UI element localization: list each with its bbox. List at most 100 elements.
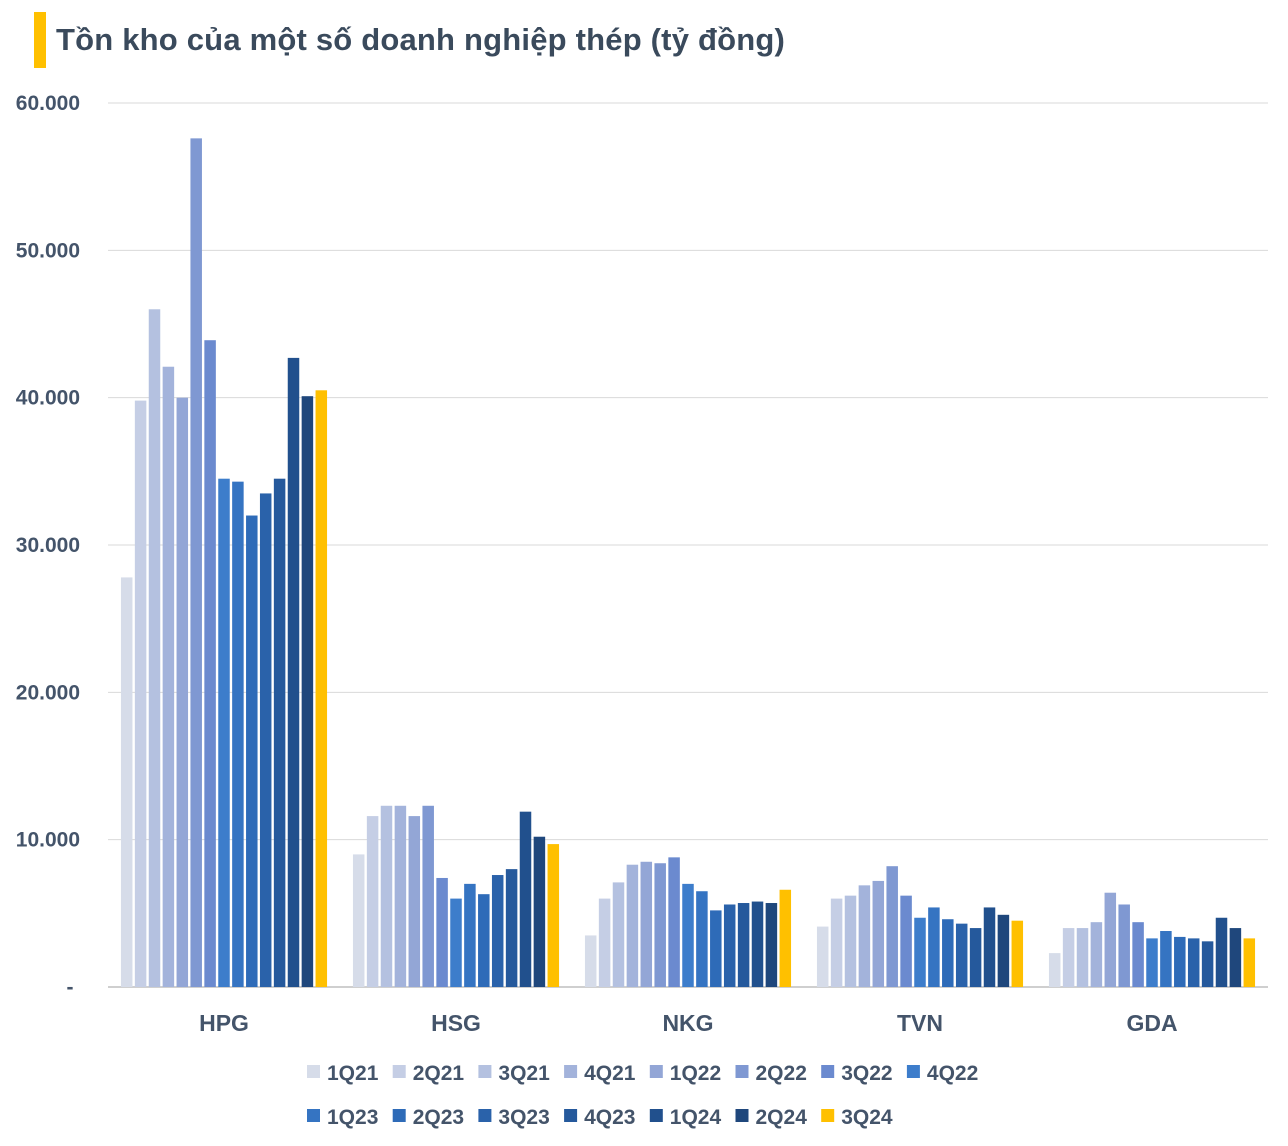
- bar-hsg-4q21: [394, 805, 407, 987]
- legend-item-1q23: 1Q23: [307, 1106, 378, 1129]
- legend-item-1q24: 1Q24: [649, 1106, 722, 1129]
- bar-hsg-1q22: [408, 816, 421, 987]
- legend-item-2q23: 2Q23: [392, 1106, 464, 1129]
- legend-swatch: [821, 1065, 835, 1078]
- bar-tvn-2q22: [886, 866, 898, 987]
- bar-tvn-4q21: [858, 885, 871, 987]
- legend-item-2q22: 2Q22: [735, 1062, 807, 1085]
- bar-nkg-3q21: [612, 882, 625, 987]
- legend-item-1q21: 1Q21: [307, 1062, 379, 1085]
- bar-gda-4q21: [1090, 922, 1103, 987]
- bar-hpg-2q23: [246, 515, 258, 987]
- bar-tvn-3q24: [1011, 920, 1024, 987]
- bar-gda-2q21: [1062, 928, 1075, 987]
- y-tick-label: 60.000: [16, 92, 80, 115]
- bar-hsg-4q23: [505, 869, 518, 987]
- legend-swatch: [392, 1065, 406, 1078]
- legend-item-4q23: 4Q23: [564, 1106, 635, 1129]
- bar-gda-1q23: [1160, 931, 1172, 987]
- bar-gda-1q24: [1215, 917, 1228, 987]
- bar-hpg-3q21: [148, 309, 161, 987]
- bar-hpg-4q23: [273, 478, 286, 987]
- legend-item-2q21: 2Q21: [392, 1062, 465, 1085]
- bar-nkg-3q22: [668, 857, 680, 987]
- bar-hpg-2q22: [190, 138, 202, 988]
- bar-gda-2q23: [1174, 936, 1186, 987]
- legend-swatch: [735, 1065, 749, 1078]
- bar-hpg-2q24: [301, 396, 314, 987]
- bar-gda-2q24: [1229, 928, 1242, 987]
- legend-label: 3Q21: [498, 1062, 550, 1085]
- y-axis: - 10.000 20.000 30.000 40.000 50.000 60.000: [16, 92, 80, 999]
- bar-hsg-3q24: [547, 844, 560, 987]
- legend-swatch: [307, 1109, 320, 1122]
- bar-tvn-2q23: [942, 919, 954, 987]
- legend-swatch: [649, 1065, 663, 1078]
- legend-label: 3Q24: [841, 1106, 893, 1129]
- bar-gda-3q21: [1076, 928, 1089, 987]
- legend-swatch: [478, 1109, 492, 1122]
- chart-title: Tồn kho của một số doanh nghiệp thép (tỷ…: [56, 22, 786, 57]
- legend-label: 3Q23: [498, 1106, 549, 1129]
- y-tick-label: -: [67, 976, 74, 999]
- bar-nkg-2q24: [765, 903, 778, 987]
- bar-nkg-2q23: [710, 910, 722, 987]
- legend-label: 2Q21: [413, 1062, 465, 1085]
- x-tick-label-hsg: HSG: [431, 1010, 481, 1036]
- bar-gda-4q23: [1201, 941, 1214, 987]
- x-tick-label-gda: GDA: [1126, 1010, 1177, 1036]
- bar-nkg-4q21: [626, 864, 639, 987]
- bar-nkg-1q24: [751, 901, 764, 987]
- bar-nkg-1q23: [696, 891, 708, 987]
- bar-hpg-4q21: [162, 366, 175, 988]
- legend-swatch: [392, 1109, 406, 1122]
- bar-gda-3q22: [1132, 922, 1144, 987]
- legend-item-3q23: 3Q23: [478, 1106, 550, 1129]
- y-tick-label: 10.000: [16, 829, 80, 852]
- legend-swatch: [906, 1065, 920, 1078]
- bar-tvn-4q22: [914, 917, 926, 987]
- bar-hpg-3q24: [315, 390, 328, 987]
- y-tick-label: 50.000: [16, 239, 80, 262]
- bar-nkg-1q22: [640, 861, 653, 987]
- bar-hsg-3q23: [491, 875, 504, 987]
- bar-hsg-4q22: [450, 898, 462, 987]
- legend-swatch: [478, 1065, 492, 1078]
- y-tick-label: 40.000: [16, 387, 80, 410]
- bar-nkg-2q22: [654, 863, 666, 987]
- x-tick-label-nkg: NKG: [662, 1010, 713, 1036]
- bar-hsg-2q22: [422, 805, 434, 987]
- legend-item-4q22: 4Q22: [906, 1062, 978, 1085]
- bar-hsg-3q22: [436, 877, 448, 987]
- bar-nkg-3q23: [723, 904, 736, 987]
- bar-tvn-4q23: [969, 928, 982, 987]
- legend-label: 1Q24: [670, 1106, 722, 1129]
- bar-hpg-2q21: [134, 400, 147, 987]
- bar-tvn-1q21: [816, 926, 829, 987]
- bar-hsg-1q24: [519, 811, 532, 987]
- x-tick-label-hpg: HPG: [199, 1010, 249, 1036]
- bar-gda-3q24: [1243, 938, 1256, 987]
- legend-item-4q21: 4Q21: [564, 1062, 636, 1085]
- legend-item-3q21: 3Q21: [478, 1062, 550, 1085]
- legend-swatch: [307, 1065, 320, 1078]
- legend-swatch: [564, 1065, 578, 1078]
- bar-gda-2q22: [1118, 904, 1130, 987]
- legend-item-3q22: 3Q22: [821, 1062, 893, 1085]
- title-accent-bar: [34, 12, 46, 68]
- bar-hsg-1q23: [464, 883, 476, 987]
- bar-nkg-4q23: [737, 903, 750, 987]
- bar-hsg-1q21: [352, 854, 365, 987]
- legend: 1Q21 2Q21 3Q21 4Q21 1Q22 2Q22 3Q22 4Q22 1Q23 2Q23…: [307, 1062, 978, 1129]
- bar-hsg-3q21: [380, 805, 393, 987]
- legend-label: 2Q22: [756, 1062, 807, 1085]
- bar-nkg-4q22: [682, 883, 694, 987]
- bar-gda-1q22: [1104, 892, 1117, 987]
- bar-gda-3q23: [1187, 938, 1200, 987]
- bar-nkg-1q21: [584, 935, 597, 987]
- y-tick-label: 20.000: [16, 681, 80, 704]
- bar-gda-1q21: [1048, 953, 1061, 987]
- bar-hsg-2q21: [366, 816, 379, 987]
- bar-hpg-1q24: [287, 357, 300, 987]
- bar-hpg-4q22: [218, 478, 230, 987]
